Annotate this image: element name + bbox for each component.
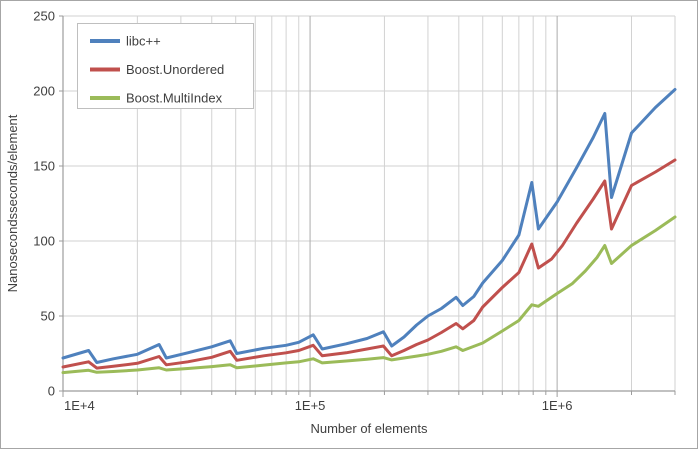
legend-label: Boost.Unordered — [126, 62, 224, 77]
legend-label: libc++ — [126, 34, 161, 49]
x-tick-label: 1E+6 — [542, 398, 573, 413]
axis-tick-labels: 0 50 100 150 200 250 1E+4 1E+5 1E+6 — [33, 9, 572, 414]
series-line-boost-multiindex — [61, 215, 677, 375]
y-tick-label: 200 — [33, 84, 55, 99]
data-series — [61, 88, 677, 375]
y-tick-label: 0 — [48, 384, 55, 399]
y-tick-label: 100 — [33, 234, 55, 249]
y-tick-label: 150 — [33, 159, 55, 174]
legend: libc++ Boost.Unordered Boost.MultiIndex — [77, 23, 254, 109]
axes — [62, 16, 675, 392]
legend-label: Boost.MultiIndex — [126, 91, 223, 106]
y-axis-title: Nanosecondsseconds/element — [5, 114, 20, 292]
x-tick-label: 1E+4 — [64, 398, 95, 413]
series-line-boost-unordered — [61, 158, 677, 370]
axis-ticks — [59, 15, 676, 397]
x-tick-label: 1E+5 — [295, 398, 326, 413]
x-axis-title: Number of elements — [310, 421, 428, 436]
legend-box — [77, 23, 254, 109]
series-line-libc- — [61, 88, 677, 364]
y-tick-label: 50 — [41, 309, 55, 324]
y-tick-label: 250 — [33, 9, 55, 24]
